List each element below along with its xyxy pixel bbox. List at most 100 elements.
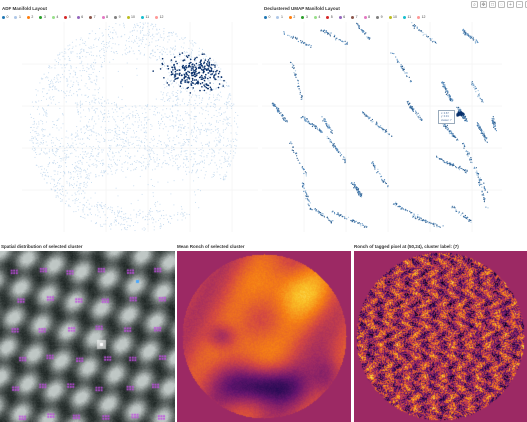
right-legend-item[interactable]: 3 bbox=[301, 15, 308, 19]
spatial-distribution-image[interactable] bbox=[0, 251, 175, 422]
scatter-point bbox=[475, 167, 477, 169]
left-legend-item[interactable]: 5 bbox=[64, 15, 71, 19]
scatter-point bbox=[61, 113, 64, 115]
scatter-point bbox=[360, 28, 362, 31]
zoom-out-icon[interactable]: − bbox=[516, 1, 523, 8]
right-legend-item[interactable]: 12 bbox=[417, 15, 425, 19]
left-legend-item[interactable]: 0 bbox=[2, 15, 8, 19]
scatter-point bbox=[117, 134, 119, 136]
scatter-point bbox=[75, 67, 77, 69]
right-legend-item[interactable]: 11 bbox=[402, 15, 411, 19]
scatter-point bbox=[148, 212, 150, 214]
zoom-icon[interactable]: ⌕ bbox=[471, 1, 478, 8]
right-legend-item[interactable]: 8 bbox=[363, 15, 370, 19]
left-legend-item[interactable]: 10 bbox=[126, 15, 135, 19]
left-legend-item[interactable]: 3 bbox=[39, 15, 46, 19]
right-legend-item[interactable]: 5 bbox=[326, 15, 333, 19]
right-legend-item[interactable]: 2 bbox=[288, 15, 295, 19]
scatter-point-selected bbox=[203, 68, 205, 71]
scatter-point bbox=[126, 137, 128, 139]
scatter-point-selected bbox=[195, 67, 198, 70]
scatter-point bbox=[78, 163, 80, 165]
scatter-point bbox=[410, 106, 412, 108]
scatter-point bbox=[35, 101, 37, 103]
left-legend-item[interactable]: 2 bbox=[26, 15, 33, 19]
scatter-point bbox=[104, 206, 106, 208]
left-legend-item[interactable]: 11 bbox=[140, 15, 149, 19]
scatter-point bbox=[143, 161, 145, 163]
mean-ronch-title: Mean Ronch of selected cluster bbox=[177, 244, 245, 249]
scatter-point bbox=[357, 189, 359, 191]
left-legend-item[interactable]: 1 bbox=[14, 15, 21, 19]
scatter-point bbox=[46, 113, 48, 115]
left-manifold-plot[interactable] bbox=[22, 22, 258, 232]
scatter-point bbox=[219, 78, 221, 80]
scatter-point bbox=[328, 219, 330, 221]
scatter-point bbox=[224, 178, 226, 180]
mean-ronch-image[interactable] bbox=[177, 251, 351, 422]
scatter-point bbox=[464, 216, 466, 218]
right-legend-item[interactable]: 9 bbox=[376, 15, 383, 19]
scatter-point bbox=[49, 161, 51, 164]
left-legend-item[interactable]: 7 bbox=[89, 15, 96, 19]
scatter-point bbox=[35, 164, 37, 166]
scatter-point-selected bbox=[207, 87, 209, 90]
pan-icon[interactable]: ✥ bbox=[480, 1, 487, 8]
scatter-point bbox=[479, 98, 481, 100]
right-legend-item[interactable]: 6 bbox=[338, 15, 345, 19]
zoom-in-icon[interactable]: + bbox=[507, 1, 514, 8]
scatter-point bbox=[86, 177, 88, 179]
scatter-point bbox=[52, 150, 54, 152]
right-legend-item[interactable]: 4 bbox=[313, 15, 320, 19]
box-select-icon[interactable]: □ bbox=[489, 1, 496, 8]
scatter-point bbox=[82, 207, 84, 209]
scatter-point bbox=[67, 55, 69, 58]
tagged-pixel-ronch-image[interactable] bbox=[354, 251, 527, 422]
scatter-point bbox=[319, 212, 322, 214]
scatter-point bbox=[471, 81, 473, 83]
scatter-point bbox=[192, 43, 194, 45]
scatter-point bbox=[138, 39, 140, 41]
scatter-point bbox=[406, 75, 408, 77]
scatter-point bbox=[148, 153, 150, 155]
scatter-point bbox=[215, 145, 217, 147]
left-legend-item[interactable]: 4 bbox=[51, 15, 58, 19]
left-legend-item[interactable]: 6 bbox=[76, 15, 83, 19]
scatter-point bbox=[145, 148, 147, 150]
scatter-point bbox=[364, 33, 366, 35]
lasso-icon[interactable]: ◌ bbox=[498, 1, 505, 8]
right-manifold-plot[interactable] bbox=[262, 22, 502, 232]
scatter-point bbox=[70, 173, 72, 175]
left-legend-item[interactable]: 12 bbox=[155, 15, 163, 19]
left-legend-item[interactable]: 9 bbox=[114, 15, 121, 19]
scatter-point bbox=[94, 39, 96, 41]
scatter-point bbox=[320, 131, 322, 133]
scatter-point bbox=[109, 129, 111, 131]
scatter-point bbox=[89, 125, 91, 127]
scatter-point bbox=[134, 25, 136, 27]
scatter-point-selected bbox=[217, 76, 220, 78]
scatter-point-selected bbox=[206, 63, 208, 65]
scatter-point bbox=[147, 150, 149, 152]
scatter-point bbox=[189, 153, 191, 155]
scatter-point bbox=[69, 91, 71, 93]
scatter-point bbox=[367, 116, 369, 118]
scatter-point bbox=[135, 116, 137, 118]
scatter-point bbox=[237, 114, 239, 116]
right-legend-item[interactable]: 10 bbox=[388, 15, 397, 19]
right-legend-item[interactable]: 0 bbox=[264, 15, 270, 19]
right-legend-item[interactable]: 7 bbox=[351, 15, 358, 19]
right-legend-item[interactable]: 1 bbox=[276, 15, 283, 19]
scatter-point bbox=[185, 164, 187, 166]
scatter-point bbox=[299, 89, 301, 91]
scatter-point bbox=[133, 169, 135, 171]
scatter-point bbox=[90, 208, 92, 210]
scatter-point bbox=[481, 101, 483, 103]
left-plot-title: ADF Manifold Layout bbox=[2, 6, 47, 11]
scatter-point bbox=[167, 153, 169, 155]
scatter-point bbox=[365, 115, 367, 117]
left-legend-item[interactable]: 8 bbox=[101, 15, 108, 19]
scatter-point bbox=[55, 137, 57, 139]
scatter-point bbox=[152, 49, 154, 51]
scatter-point bbox=[201, 99, 203, 101]
